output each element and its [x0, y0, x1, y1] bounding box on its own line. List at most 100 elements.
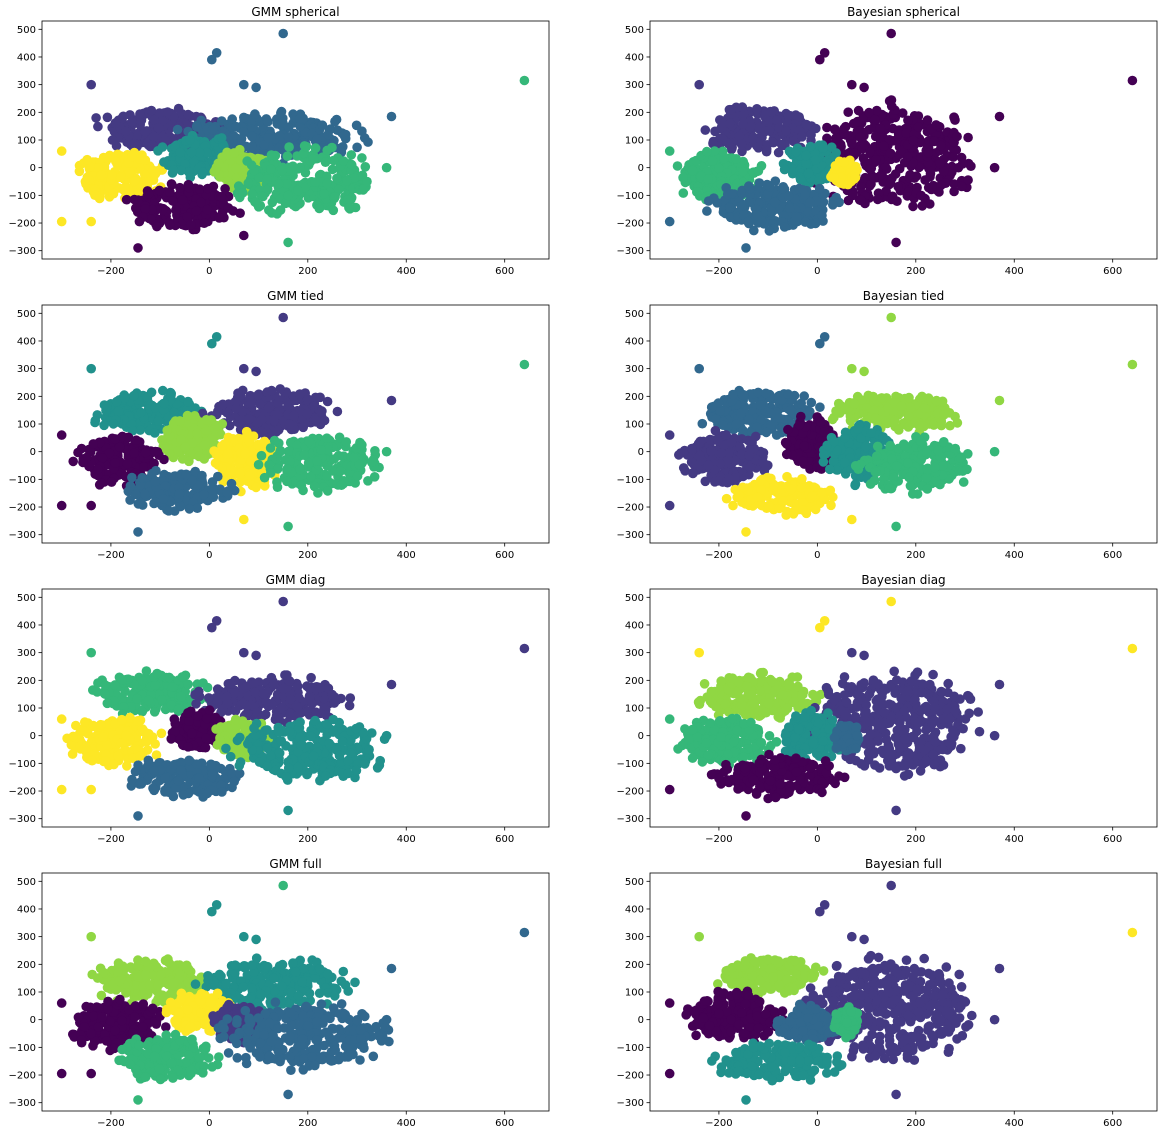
data-point — [311, 143, 321, 153]
data-point — [139, 462, 149, 472]
data-point — [262, 174, 272, 184]
subplot-1: −200 0 200 400 600−300−200−10001002003004005… — [9, 5, 549, 277]
data-point — [830, 125, 840, 135]
y-tick-label: 100 — [17, 136, 36, 147]
data-point — [856, 196, 866, 206]
data-point — [107, 170, 117, 180]
data-point — [130, 176, 140, 186]
data-point — [218, 400, 228, 410]
data-point — [274, 179, 284, 189]
outlier-point — [1128, 76, 1138, 86]
data-point — [322, 179, 332, 189]
data-point — [298, 486, 308, 496]
data-point — [250, 197, 260, 207]
data-point — [239, 113, 249, 123]
data-point — [804, 169, 814, 179]
data-point — [196, 198, 206, 208]
data-point — [780, 222, 790, 232]
data-point — [247, 142, 257, 152]
data-point — [322, 146, 332, 156]
data-point — [782, 439, 792, 449]
data-point — [267, 150, 277, 160]
outlier-point — [995, 112, 1005, 122]
data-point — [127, 473, 137, 483]
data-point — [203, 205, 213, 215]
data-point — [231, 404, 241, 414]
data-point — [920, 403, 930, 413]
outlier-point — [891, 238, 901, 248]
data-point — [178, 195, 188, 205]
data-point — [115, 442, 125, 452]
data-point — [199, 490, 209, 500]
subplot-4: −200 0 200 400 600−300−200−10001002003004005… — [617, 289, 1157, 561]
data-point — [263, 117, 273, 127]
data-point — [123, 459, 133, 469]
data-point — [311, 177, 321, 187]
data-point — [187, 148, 197, 158]
data-point — [738, 167, 748, 177]
x-tick-label: 0 — [206, 550, 212, 561]
data-point — [311, 415, 321, 425]
data-point — [936, 141, 946, 151]
data-point — [847, 139, 857, 149]
data-point — [828, 415, 838, 425]
data-point — [318, 121, 328, 131]
data-point — [233, 388, 243, 398]
subplot-3: −200 0 200 400 600−300−200−10001002003004005… — [9, 289, 549, 561]
y-tick-label: −300 — [9, 530, 36, 541]
data-point — [253, 390, 263, 400]
y-tick-label: 300 — [17, 364, 36, 375]
data-point — [704, 460, 714, 470]
data-point — [904, 393, 914, 403]
x-tick-label: 0 — [814, 266, 820, 277]
data-point — [786, 406, 796, 416]
data-point — [330, 192, 340, 202]
data-point — [806, 142, 816, 152]
data-point — [958, 159, 968, 169]
data-point — [806, 130, 816, 140]
data-point — [315, 393, 325, 403]
data-point — [738, 102, 748, 112]
data-point — [214, 159, 224, 169]
data-point — [129, 448, 139, 458]
subplot-2: −200 0 200 400 600−300−200−10001002003004005… — [617, 5, 1157, 277]
data-point — [173, 125, 183, 135]
data-point — [859, 153, 869, 163]
data-point — [174, 104, 184, 114]
data-point — [333, 407, 343, 417]
data-point — [140, 127, 150, 137]
outlier-point — [278, 313, 288, 323]
data-point — [783, 425, 793, 435]
data-point — [257, 451, 267, 461]
data-point — [864, 108, 874, 118]
data-point — [213, 472, 223, 482]
y-tick-label: 0 — [30, 447, 36, 458]
x-tick-label: 600 — [495, 266, 514, 277]
data-point — [890, 416, 900, 426]
outlier-point — [86, 217, 96, 227]
data-point — [273, 398, 283, 408]
data-point — [762, 462, 772, 472]
data-point — [357, 153, 367, 163]
data-point — [284, 191, 294, 201]
outlier-point — [520, 76, 530, 86]
data-point — [197, 471, 207, 481]
data-point — [186, 220, 196, 230]
data-point — [89, 439, 99, 449]
y-tick-label: 400 — [17, 336, 36, 347]
data-point — [264, 403, 274, 413]
data-point — [723, 190, 733, 200]
data-point — [854, 106, 864, 116]
data-point — [724, 139, 734, 149]
data-point — [894, 425, 904, 435]
data-point — [192, 429, 202, 439]
data-point — [283, 151, 293, 161]
data-point — [147, 106, 157, 116]
x-tick-label: 200 — [298, 550, 317, 561]
x-tick-label: 600 — [1103, 266, 1122, 277]
data-point — [718, 420, 728, 430]
subplot-title: GMM tied — [267, 289, 324, 303]
data-point — [95, 194, 105, 204]
data-point — [125, 495, 135, 505]
